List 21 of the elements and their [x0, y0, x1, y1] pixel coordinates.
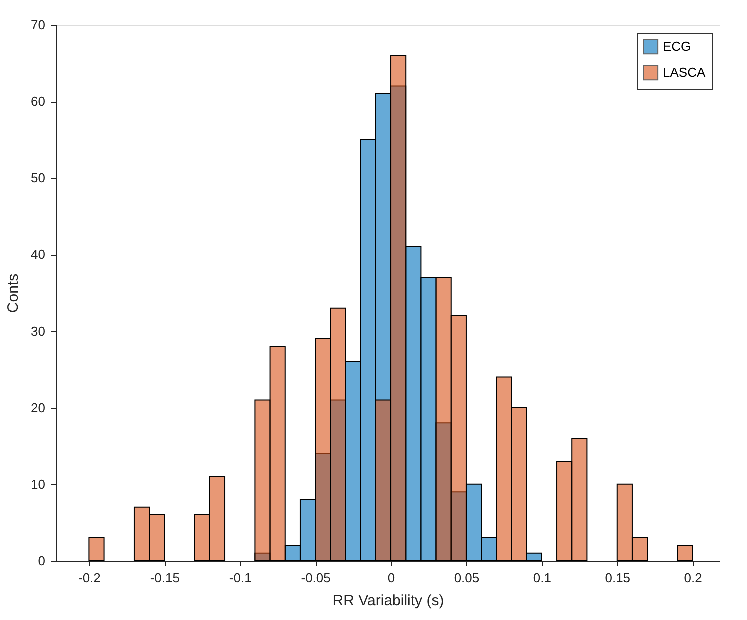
y-tick-label: 60	[31, 94, 46, 110]
y-tick-label: 20	[31, 400, 46, 416]
legend-label: LASCA	[663, 65, 706, 80]
x-tick-label: 0.2	[684, 570, 702, 586]
y-tick-label: 70	[31, 18, 46, 32]
y-tick-label: 0	[38, 554, 46, 568]
legend-label: ECG	[663, 39, 692, 54]
x-tick-label: -0.2	[78, 570, 101, 586]
y-tick-label: 50	[31, 170, 46, 186]
x-tick-label: 0	[388, 570, 396, 586]
x-tick-label: 0.1	[533, 570, 552, 586]
x-tick-label: -0.15	[150, 570, 180, 586]
y-tick-label: 40	[31, 247, 46, 262]
y-tick-label: 10	[31, 476, 46, 492]
x-tick-label: -0.1	[229, 570, 252, 586]
y-axis-title: Conts	[5, 274, 22, 314]
x-tick-label: 0.15	[605, 570, 631, 586]
x-axis-title: RR Variability (s)	[332, 592, 444, 610]
y-tick-label: 30	[31, 324, 46, 339]
x-tick-label: -0.05	[301, 570, 331, 586]
x-tick-label: 0.05	[454, 570, 480, 586]
